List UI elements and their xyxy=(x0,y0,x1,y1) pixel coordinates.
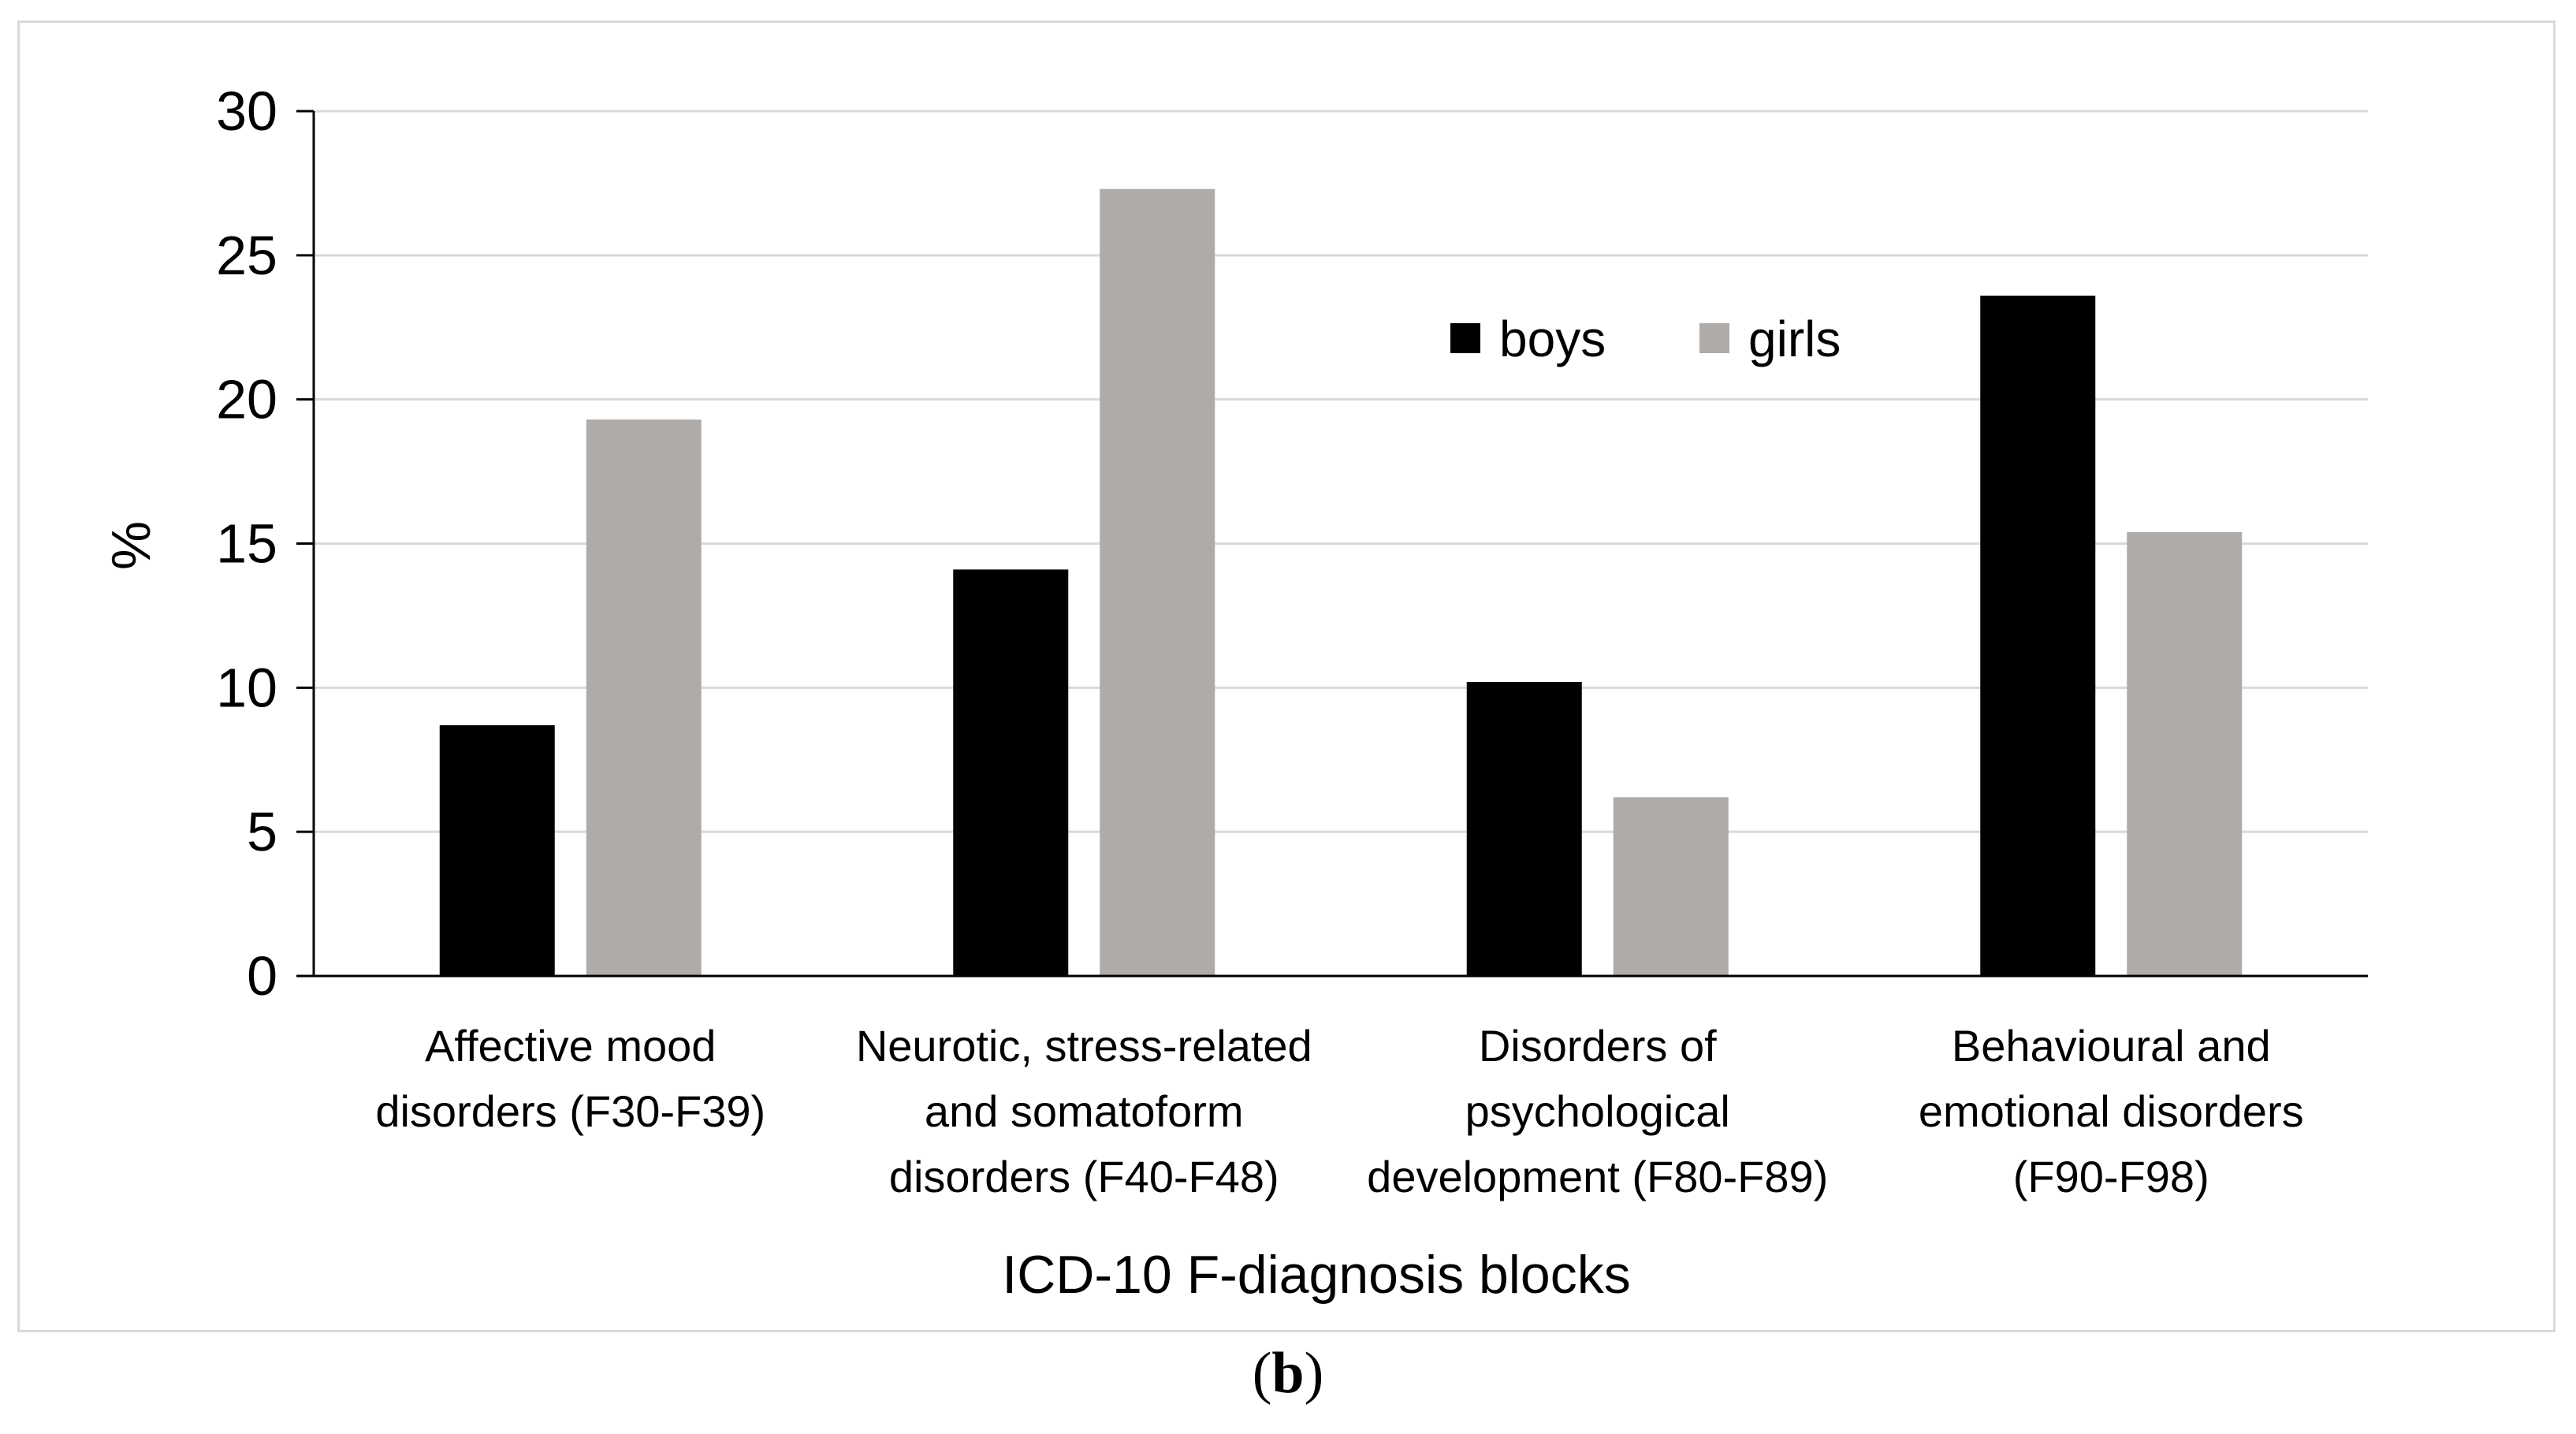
panel-label: (b) xyxy=(0,1340,2576,1407)
y-tick-label: 0 xyxy=(247,945,277,1007)
bar-girls xyxy=(1100,188,1215,977)
bars xyxy=(439,188,2243,977)
legend-swatch-boys xyxy=(1450,323,1480,353)
x-tick-label-line: disorders (F30-F39) xyxy=(375,1086,765,1136)
legend-label-boys: boys xyxy=(1499,311,1606,367)
y-tick-label: 25 xyxy=(216,225,277,286)
x-axis-title: ICD-10 F-diagnosis blocks xyxy=(1002,1245,1630,1305)
y-tick-label: 10 xyxy=(216,657,277,718)
x-tick-label: Affective mood disorders (F30-F39) xyxy=(375,1021,765,1136)
x-tick-label-line: Disorders of xyxy=(1479,1021,1717,1071)
bar-boys xyxy=(1466,682,1582,976)
bar-boys xyxy=(953,569,1069,976)
x-tick-label: Disorders of psychological development (F8… xyxy=(1367,1021,1828,1201)
x-tick-label-line: disorders (F40-F48) xyxy=(889,1152,1279,1201)
panel-label-close: ) xyxy=(1304,1341,1324,1406)
x-tick-label: Neurotic, stress-related and somatoform di… xyxy=(856,1021,1312,1201)
y-tick-label: 30 xyxy=(216,80,277,142)
legend: boys girls xyxy=(1450,311,1841,367)
x-tick-label-line: development (F80-F89) xyxy=(1367,1152,1828,1201)
panel-label-letter: b xyxy=(1271,1341,1305,1406)
x-tick-label-line: (F90-F98) xyxy=(2013,1152,2209,1201)
bar-boys xyxy=(439,724,555,976)
x-tick-label-line: Neurotic, stress-related xyxy=(856,1021,1312,1071)
bar-girls xyxy=(586,419,702,976)
x-tick-label-line: psychological xyxy=(1465,1086,1730,1136)
y-tick-label: 15 xyxy=(216,513,277,575)
x-tick-label-line: Behavioural and xyxy=(1952,1021,2271,1071)
bar-boys xyxy=(1980,296,2096,976)
bar-girls xyxy=(1613,797,1729,976)
legend-swatch-girls xyxy=(1699,323,1729,353)
y-tick-label: 5 xyxy=(247,801,277,862)
bar-chart: 0 5 10 15 20 25 30 Affective mood disorders (F3… xyxy=(100,80,2368,1305)
axes xyxy=(296,110,2368,978)
x-tick-label-line: Affective mood xyxy=(425,1021,716,1071)
x-tick-labels: Affective mood disorders (F30-F39) Neuroti… xyxy=(375,1021,2303,1201)
y-axis-title: % xyxy=(100,521,162,570)
y-tick-label: 20 xyxy=(216,369,277,430)
x-tick-label-line: and somatoform xyxy=(925,1086,1244,1136)
x-tick-label: Behavioural and emotional disorders (F90-F… xyxy=(1919,1021,2304,1201)
y-tick-labels: 0 5 10 15 20 25 30 xyxy=(216,80,277,1007)
bar-girls xyxy=(2127,531,2243,976)
panel-label-open: ( xyxy=(1252,1341,1272,1406)
x-tick-label-line: emotional disorders xyxy=(1919,1086,2304,1136)
legend-label-girls: girls xyxy=(1748,311,1841,367)
